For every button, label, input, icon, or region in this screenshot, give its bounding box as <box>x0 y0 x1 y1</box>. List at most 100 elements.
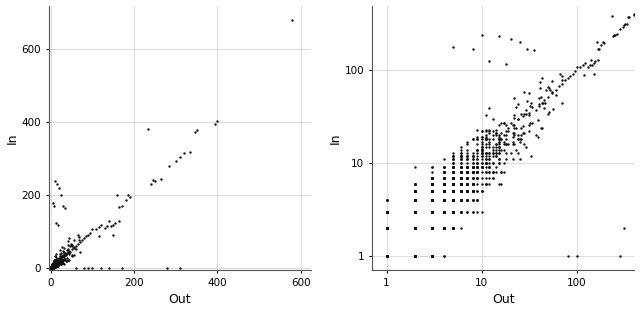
Point <box>46 266 56 271</box>
Point <box>456 175 466 180</box>
Point <box>381 253 392 258</box>
Point <box>46 265 56 270</box>
Point <box>46 266 56 271</box>
Point <box>46 265 56 270</box>
Point <box>46 265 56 270</box>
Point <box>47 264 58 269</box>
Point <box>49 264 59 269</box>
Point <box>46 265 56 270</box>
Point <box>381 253 392 258</box>
Point <box>410 209 420 214</box>
Point <box>46 265 56 270</box>
Point <box>410 209 420 214</box>
Point <box>410 226 420 231</box>
Point <box>381 253 392 258</box>
Point <box>410 226 420 231</box>
Point <box>410 253 420 258</box>
Point <box>410 226 420 231</box>
Point <box>410 226 420 231</box>
Point <box>456 197 466 202</box>
Point <box>410 226 420 231</box>
Point <box>46 266 56 271</box>
Point <box>467 165 477 170</box>
Point <box>46 266 56 271</box>
Point <box>46 265 56 270</box>
Point <box>410 197 420 202</box>
Point <box>46 266 56 271</box>
Point <box>46 266 56 271</box>
Point <box>456 181 466 186</box>
Point <box>381 253 392 258</box>
Point <box>381 253 392 258</box>
Point <box>410 253 420 258</box>
Point <box>46 266 56 271</box>
Point <box>46 265 56 270</box>
Point <box>381 226 392 231</box>
Point <box>410 209 420 214</box>
Point <box>410 226 420 231</box>
Point <box>381 226 392 231</box>
Point <box>427 188 437 193</box>
Point <box>410 226 420 231</box>
Point <box>47 265 57 270</box>
Point <box>410 253 420 258</box>
Point <box>46 266 56 271</box>
Point <box>381 253 392 258</box>
Point <box>46 265 56 270</box>
Point <box>47 265 57 270</box>
Point <box>46 265 56 270</box>
Point <box>47 265 57 270</box>
Point <box>410 253 420 258</box>
Point <box>410 226 420 231</box>
Point <box>410 226 420 231</box>
Point <box>46 266 56 271</box>
Point <box>526 153 536 158</box>
Point <box>47 265 57 270</box>
Point <box>46 266 56 271</box>
Point <box>49 263 59 268</box>
Point <box>439 209 449 214</box>
Point <box>439 188 449 193</box>
Point <box>47 265 57 270</box>
Point <box>410 226 420 231</box>
Point <box>46 265 56 270</box>
Point <box>47 264 57 269</box>
Point <box>46 266 56 271</box>
Point <box>381 209 392 214</box>
Point <box>46 265 56 270</box>
Point <box>46 265 56 270</box>
Point <box>501 137 511 142</box>
Point <box>46 265 56 270</box>
Point <box>381 226 392 231</box>
Point <box>381 253 392 258</box>
Point <box>46 265 56 270</box>
Point <box>448 188 458 193</box>
Point <box>381 253 392 258</box>
Point <box>47 264 58 269</box>
Point <box>47 265 57 270</box>
Point <box>47 264 58 269</box>
Point <box>46 266 56 271</box>
Point <box>410 226 420 231</box>
Point <box>381 253 392 258</box>
Point <box>46 266 56 271</box>
Point <box>456 188 466 193</box>
Point <box>46 266 56 271</box>
Point <box>46 265 56 270</box>
Point <box>47 265 57 270</box>
Point <box>46 266 56 271</box>
Point <box>427 209 437 214</box>
Point <box>499 121 509 126</box>
Point <box>456 197 466 202</box>
Point <box>381 226 392 231</box>
Point <box>410 226 420 231</box>
Point <box>47 264 57 269</box>
Point <box>46 265 56 270</box>
Point <box>52 256 63 261</box>
Point <box>46 265 56 270</box>
Point <box>410 253 420 258</box>
Point <box>49 263 59 268</box>
Point <box>46 265 56 270</box>
Point <box>47 265 57 270</box>
Point <box>381 253 392 258</box>
